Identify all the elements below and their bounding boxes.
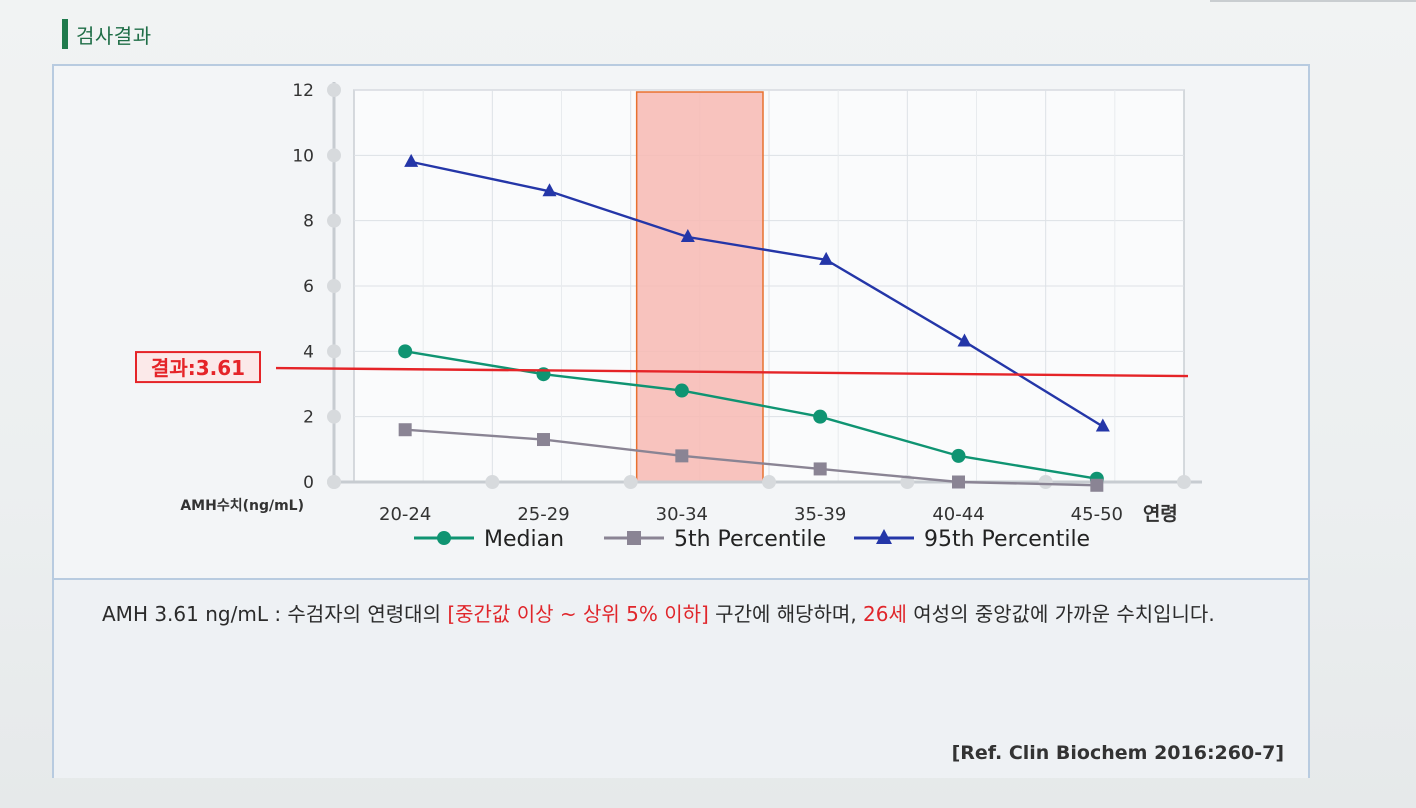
median-point: [813, 409, 828, 424]
y-tick-label: 12: [292, 81, 314, 101]
result-label-box: [135, 351, 261, 384]
section-marker: [62, 19, 68, 49]
y-axis-label: AMH수치(ng/mL): [180, 498, 304, 514]
x-tick-dot: [623, 475, 638, 489]
p5-point: [675, 449, 689, 463]
description-highlight-range: [중간값 이상 ~ 상위 5% 이하]: [447, 602, 709, 626]
median-point: [398, 344, 413, 359]
result-label: 결과:3.61: [151, 356, 245, 380]
x-tick-label: 40-44: [932, 504, 984, 525]
p5-point: [398, 423, 412, 437]
median-point: [951, 448, 966, 463]
x-tick-dot: [327, 475, 341, 489]
legend-marker-circle: [437, 531, 451, 545]
description-highlight-age: 26세: [863, 602, 907, 626]
legend-label: 95th Percentile: [924, 527, 1090, 552]
p95-point: [404, 153, 419, 167]
p5-point: [1090, 478, 1104, 492]
legend-marker-square: [627, 531, 641, 545]
reference-citation: [Ref. Clin Biochem 2016:260-7]: [951, 742, 1284, 764]
legend-marker-triangle: [876, 529, 892, 544]
description-part1: AMH 3.61 ng/mL : 수검자의 연령대의: [102, 602, 448, 626]
x-tick-label: 20-24: [379, 504, 431, 525]
y-tick-dot: [327, 148, 341, 163]
p95-point: [957, 333, 972, 347]
x-tick-dot: [1177, 475, 1191, 489]
y-tick-dot: [327, 409, 341, 424]
p5-point: [952, 475, 965, 489]
y-tick-dot: [327, 83, 341, 97]
y-tick-label: 2: [303, 408, 314, 428]
p5-point: [813, 462, 827, 476]
p95-point: [680, 229, 695, 242]
result-panel: 0 2 4 6 8 10 12 20-24 25-29 30-34 35-39 40-44 45-50 연…: [52, 64, 1310, 778]
result-description: AMH 3.61 ng/mL : 수검자의 연령대의 [중간값 이상 ~ 상위 …: [102, 596, 1312, 632]
p95-point: [542, 183, 557, 197]
section-title: 검사결과: [76, 23, 152, 48]
y-tick-dot: [327, 213, 341, 228]
p95-point: [819, 251, 834, 265]
series-line: [405, 428, 1097, 487]
x-tick-label: 35-39: [794, 504, 846, 525]
p95-point: [1095, 418, 1110, 432]
legend-label: 5th Percentile: [674, 527, 826, 552]
p5-point: [537, 433, 550, 447]
x-tick-label: 30-34: [656, 504, 708, 525]
chart-area: 0 2 4 6 8 10 12 20-24 25-29 30-34 35-39 40-44 45-50 연…: [54, 66, 1308, 578]
y-tick-dot: [327, 279, 341, 293]
description-part3: 여성의 중앙값에 가까운 수치입니다.: [906, 602, 1215, 626]
x-tick-dot: [1038, 475, 1053, 489]
median-point: [674, 383, 689, 398]
top-divider: [1210, 0, 1416, 2]
section-header: 검사결과: [62, 18, 152, 50]
description-area: AMH 3.61 ng/mL : 수검자의 연령대의 [중간값 이상 ~ 상위 …: [54, 578, 1308, 778]
result-line: [275, 366, 1189, 378]
x-tick-label: 25-29: [517, 504, 569, 525]
y-tick-label: 4: [303, 342, 314, 362]
legend-label: Median: [484, 527, 564, 552]
amh-chart: 0 2 4 6 8 10 12 20-24 25-29 30-34 35-39 40-44 45-50 연…: [135, 81, 1202, 552]
series-line: [410, 160, 1104, 428]
x-tick-dot: [485, 475, 500, 489]
y-tick-label: 6: [303, 277, 314, 297]
description-part2: 구간에 해당하며,: [708, 602, 864, 626]
x-tick-dot: [762, 475, 776, 489]
y-tick-label: 0: [303, 473, 314, 493]
highlight-band-30-34: [635, 91, 764, 483]
y-tick-label: 10: [292, 146, 314, 166]
x-axis-label: 연령: [1143, 503, 1178, 525]
y-tick-label: 8: [303, 212, 314, 232]
y-tick-dot: [327, 344, 341, 359]
x-tick-label: 45-50: [1071, 504, 1123, 525]
